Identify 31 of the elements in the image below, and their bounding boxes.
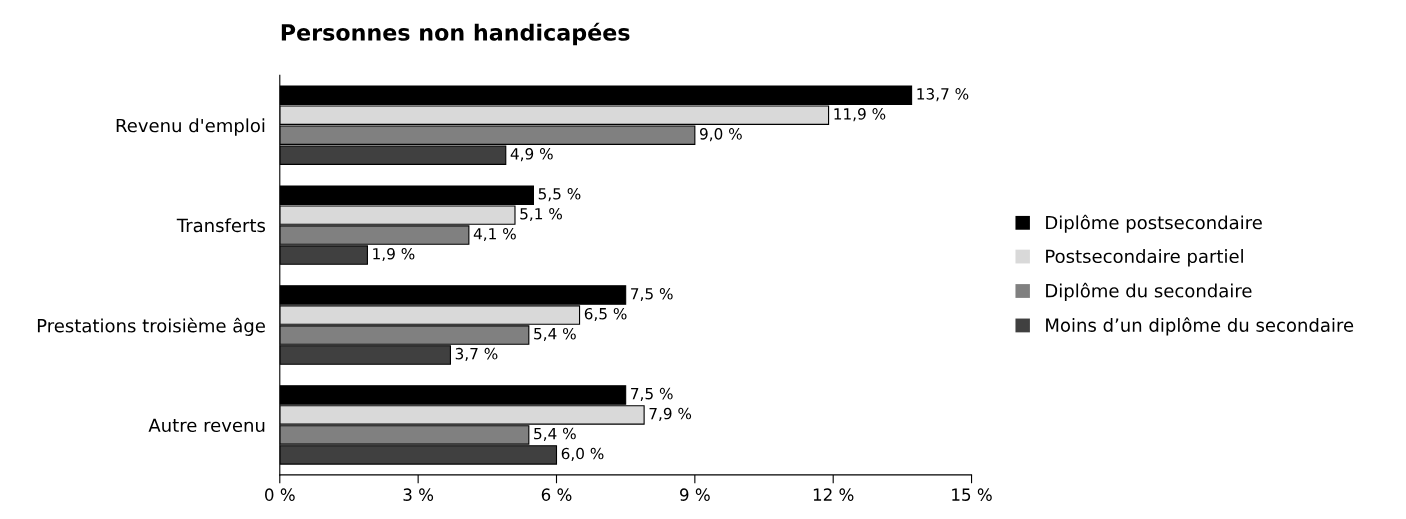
y-tick-label: Prestations troisième âge	[37, 317, 265, 336]
legend-label: Moins d’un diplôme du secondaire	[1046, 317, 1354, 336]
data-label: 3,7 %	[455, 347, 498, 361]
data-label: 5,4 %	[534, 427, 576, 441]
data-label: 9,0 %	[699, 128, 742, 142]
y-tick-label: Autre revenu	[148, 418, 265, 433]
y-tick-label: Revenu d'emploi	[116, 118, 265, 136]
x-tick-label: 12 %	[813, 488, 854, 501]
data-label: 7,5 %	[631, 387, 673, 401]
data-label: 4,1 %	[473, 227, 516, 242]
y-tick-label: Transferts	[176, 218, 266, 233]
data-label: 5,5 %	[538, 188, 581, 202]
x-tick-label: 15 %	[952, 488, 992, 501]
data-label: 11,9 %	[834, 108, 886, 122]
x-tick-label: 0 %	[265, 488, 295, 501]
data-label: 4,9 %	[510, 148, 553, 162]
x-tick-label: 3 %	[403, 488, 434, 501]
x-tick-label: 6 %	[541, 488, 572, 501]
data-label: 1,9 %	[373, 247, 415, 262]
data-label: 6,0 %	[561, 447, 604, 461]
data-label: 5,1 %	[520, 208, 562, 222]
data-label: 13,7 %	[917, 88, 969, 102]
x-tick-label: 9 %	[680, 488, 710, 501]
data-label: 7,5 %	[631, 287, 673, 302]
legend-label: Postsecondaire partiel	[1046, 249, 1243, 267]
chart-title: Personnes non handicapées	[281, 22, 630, 46]
legend-label: Diplôme postsecondaire	[1046, 214, 1262, 233]
legend-label: Diplôme du secondaire	[1046, 282, 1252, 302]
data-label: 5,4 %	[534, 327, 576, 342]
data-label: 6,5 %	[584, 307, 627, 322]
data-label: 7,9 %	[649, 407, 692, 421]
